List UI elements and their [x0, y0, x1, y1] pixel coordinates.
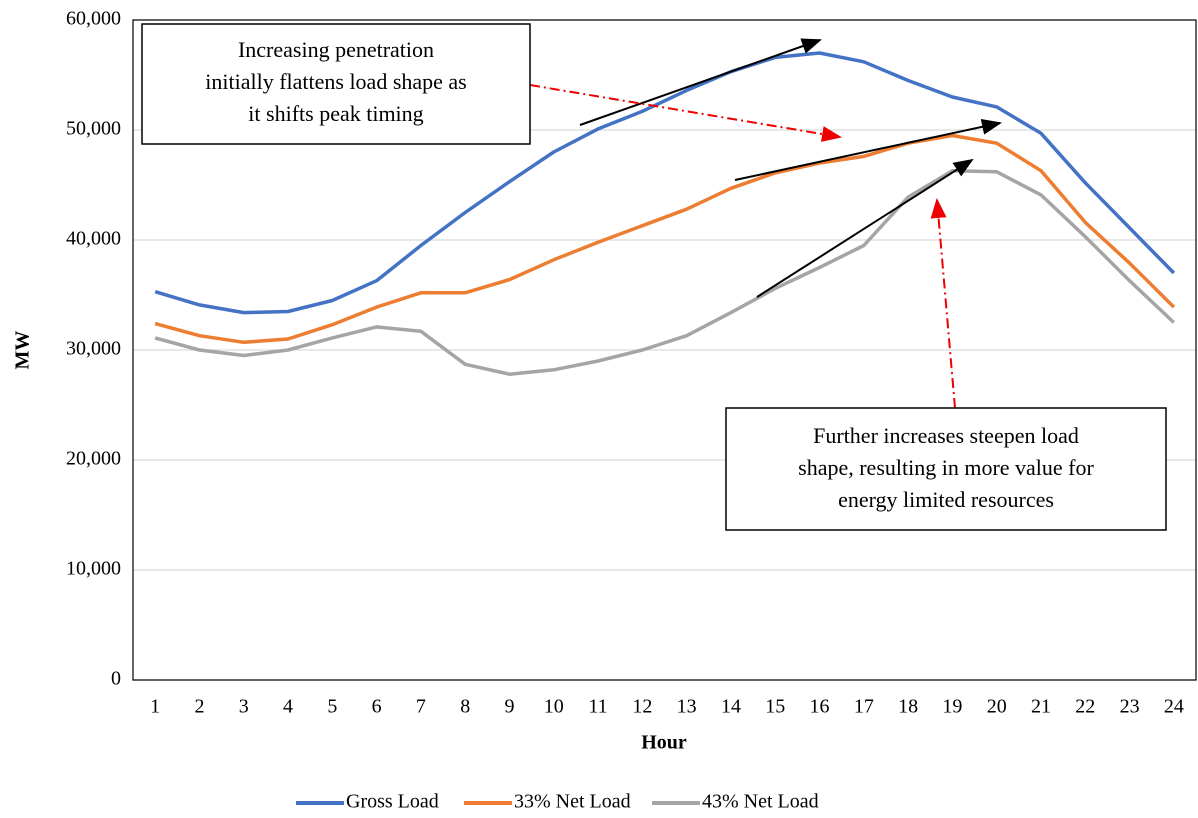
x-tick-label: 9: [504, 696, 514, 718]
legend-label: Gross Load: [346, 791, 439, 813]
x-tick-label: 14: [721, 696, 741, 718]
x-tick-label: 2: [194, 696, 204, 718]
arrow: [756, 158, 974, 298]
arrow: [930, 198, 956, 409]
annotation-box: [725, 407, 1167, 531]
series-line: [154, 51, 1176, 315]
y-tick-label: 60,000: [66, 8, 121, 30]
series-line: [154, 168, 1176, 376]
y-tick-label: 20,000: [66, 448, 121, 470]
x-tick-label: 3: [239, 696, 249, 718]
plot-lines: [154, 51, 1176, 376]
x-tick-label: 4: [283, 696, 293, 718]
annotation-text: it shifts peak timing: [248, 101, 423, 126]
y-tick-label: 50,000: [66, 118, 121, 140]
y-tick-label: 0: [111, 668, 121, 690]
x-tick-label: 7: [416, 696, 426, 718]
x-tick-label: 18: [898, 696, 918, 718]
arrow: [579, 38, 822, 126]
x-tick-label: 22: [1075, 696, 1095, 718]
x-tick-label: 15: [765, 696, 785, 718]
annotation-box: [141, 23, 531, 145]
x-tick-label: 11: [588, 696, 607, 718]
plot-frame: [132, 19, 1197, 681]
annotation-text: initially flattens load shape as: [205, 69, 467, 94]
x-tick-label: 24: [1164, 696, 1184, 718]
x-tick-label: 5: [327, 696, 337, 718]
y-axis-label: MW: [12, 331, 34, 370]
y-tick-label: 40,000: [66, 228, 121, 250]
x-tick-label: 8: [460, 696, 470, 718]
y-tick-label: 10,000: [66, 558, 121, 580]
x-tick-label: 10: [544, 696, 564, 718]
x-tick-label: 20: [987, 696, 1007, 718]
arrows: [529, 38, 1002, 409]
x-tick-label: 12: [632, 696, 652, 718]
legend-label: 43% Net Load: [702, 791, 819, 813]
x-tick-label: 1: [150, 696, 160, 718]
x-tick-label: 16: [810, 696, 830, 718]
annotation-text: Further increases steepen load: [813, 423, 1079, 448]
annotation-text: Increasing penetration: [238, 37, 434, 62]
arrow: [734, 118, 1002, 181]
annotation-text: energy limited resources: [838, 487, 1054, 512]
arrow: [529, 84, 842, 142]
x-axis-label: Hour: [641, 732, 687, 754]
series-line: [154, 133, 1176, 345]
y-tick-label: 30,000: [66, 338, 121, 360]
annotation-text: shape, resulting in more value for: [798, 455, 1094, 480]
x-tick-label: 6: [372, 696, 382, 718]
legend-label: 33% Net Load: [514, 791, 631, 813]
x-tick-label: 17: [854, 696, 874, 718]
x-tick-label: 21: [1031, 696, 1051, 718]
x-tick-label: 19: [942, 696, 962, 718]
x-tick-label: 13: [677, 696, 697, 718]
x-tick-label: 23: [1120, 696, 1140, 718]
